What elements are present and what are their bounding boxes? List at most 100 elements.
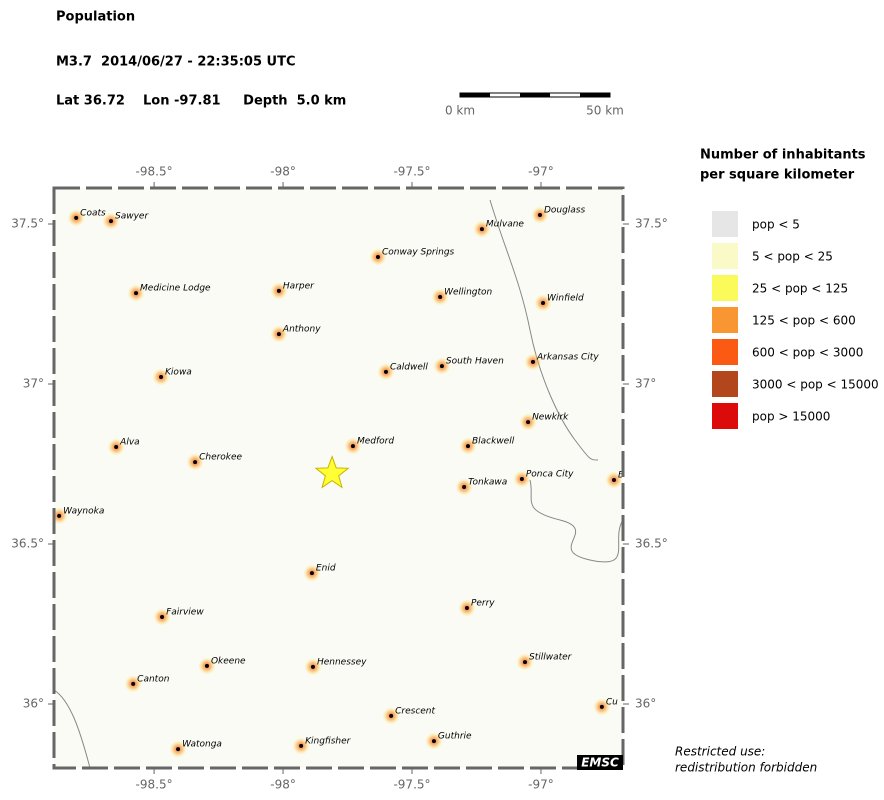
y-tick-label: 36.5° [635,537,668,551]
city-dot [389,713,394,718]
y-tick-label: 37.5° [635,217,668,231]
city-dot [160,614,165,619]
y-tick-label: 36° [635,697,656,711]
legend-label: 3000 < pop < 15000 [752,378,879,392]
legend-swatch [712,403,738,429]
city-label: Winfield [547,294,584,304]
legend-label: pop > 15000 [752,410,830,424]
legend-swatch [712,371,738,397]
city-label: Cherokee [199,453,242,463]
city-dot [479,227,484,232]
city-label: Arkansas City [536,352,599,362]
city-label: Perry [471,599,495,609]
city-label: B [618,471,624,481]
city-label: Waynoka [63,506,104,516]
city-label: Kiowa [165,367,192,377]
city-label: Sawyer [115,212,149,222]
city-dot [611,478,616,482]
x-tick-label: -98° [270,778,296,792]
city-dot [375,254,380,259]
city-dot [57,513,62,518]
city-dot [193,460,198,465]
city-label: Hennessey [317,657,367,667]
y-tick-label: 36° [23,697,44,711]
city-dot [204,663,209,668]
city-dot [383,369,388,374]
legend-title: per square kilometer [700,168,855,183]
y-tick-label: 36.5° [11,537,44,551]
city-dot [114,445,119,450]
city-dot [109,219,114,224]
map-area: Coats Sawyer Mulvane Douglass Conway Springs… [54,188,624,768]
city-dot [431,739,436,744]
city-label: Medford [357,437,394,447]
city-dot [176,747,181,752]
map-frame [52,186,625,770]
city-label: Harper [283,281,315,291]
city-label: Canton [137,674,170,684]
legend: Number of inhabitants per square kilomet… [700,148,879,429]
legend-swatch [712,275,738,301]
y-tick-label: 37° [23,377,44,391]
city-dot [159,374,164,379]
x-tick-label: -97.5° [393,165,430,179]
city-label: Crescent [395,706,435,716]
scale-label: 50 km [586,104,624,118]
city-label: South Haven [446,357,504,367]
city-label: Conway Springs [382,247,455,257]
legend-title: Number of inhabitants [700,148,866,163]
event-info: M3.7 2014/06/27 - 22:35:05 UTC [56,55,295,70]
badge-bg [577,755,623,770]
city-label: Wellington [444,287,492,297]
city-dot [299,743,304,748]
city-dot [537,213,542,218]
city-label: Stillwater [529,653,573,663]
city-label: Douglass [544,206,586,216]
city-dot [310,664,315,669]
city-dot [276,332,281,337]
city-label: Cu [606,697,618,707]
river [54,199,623,768]
city-label: Anthony [282,325,321,335]
y-tick-label: 37° [635,377,656,391]
city-dot [519,477,524,482]
legend-label: 125 < pop < 600 [752,314,856,328]
city-dot [530,359,535,364]
city-dot [134,291,139,296]
badge: EMSC [581,756,619,770]
city-label: Newkirk [532,413,569,423]
x-tick-label: -97° [528,165,554,179]
city-label: Kingfisher [305,736,352,746]
legend-label: 600 < pop < 3000 [752,346,863,360]
x-tick-label: -98° [270,165,296,179]
city-dot [74,215,79,220]
city-label: Enid [316,564,336,574]
city-dot [465,444,470,449]
footer-note: redistribution forbidden [675,761,817,775]
city-dot [131,681,136,686]
city-label: Alva [119,438,140,448]
city-label: Blackwell [472,437,515,447]
city-label: Coats [80,208,106,218]
city-label: Guthrie [438,732,472,742]
y-tick-label: 37.5° [11,217,44,231]
city-dot [439,364,444,369]
city-dot [599,704,604,709]
city-dot [276,288,281,293]
city-label: Mulvane [486,220,525,230]
legend-label: 25 < pop < 125 [752,282,848,296]
x-tick-label: -97.5° [393,778,430,792]
epicenter [314,455,350,489]
legend-label: pop < 5 [752,218,800,232]
city-label: Watonga [182,740,222,750]
city-dot [541,301,546,306]
legend-swatch [712,307,738,333]
title: Population [56,10,135,25]
city-dot [309,571,314,576]
x-tick-label: -98.5° [136,165,173,179]
scale-label: 0 km [445,104,475,118]
legend-label: 5 < pop < 25 [752,250,833,264]
city-label: Caldwell [390,362,428,372]
city-label: Tonkawa [468,478,507,488]
